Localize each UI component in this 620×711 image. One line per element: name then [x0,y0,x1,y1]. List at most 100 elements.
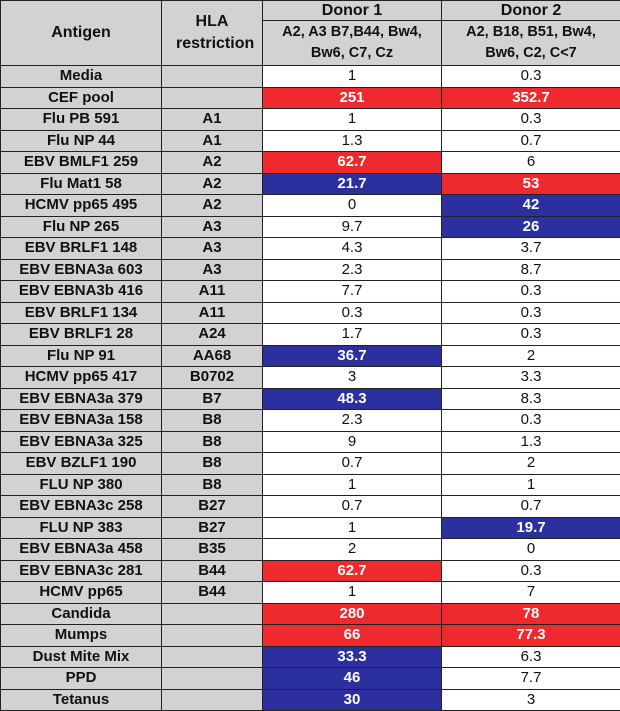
donor1-value-cell: 280 [263,603,442,625]
donor2-value-cell: 8.3 [442,388,620,410]
header-hla-restriction: HLA restriction [162,1,263,66]
donor1-value-cell: 36.7 [263,345,442,367]
hla-cell: A3 [162,216,263,238]
donor2-value-cell: 2 [442,453,620,475]
donor1-value-cell: 1.3 [263,130,442,152]
donor2-value-cell: 0.3 [442,109,620,131]
donor1-value-cell: 251 [263,87,442,109]
hla-cell: AA68 [162,345,263,367]
donor2-value-cell: 0.3 [442,281,620,303]
donor2-value-cell: 19.7 [442,517,620,539]
table-header: Antigen HLA restriction Donor 1 Donor 2 … [1,1,620,66]
antigen-cell: Media [1,66,162,88]
hla-cell: B8 [162,474,263,496]
antigen-cell: Mumps [1,625,162,647]
donor1-value-cell: 0.7 [263,453,442,475]
donor2-value-cell: 3.7 [442,238,620,260]
donor2-value-cell: 0.3 [442,410,620,432]
antigen-cell: Tetanus [1,689,162,711]
hla-cell: B0702 [162,367,263,389]
antigen-cell: FLU NP 383 [1,517,162,539]
donor1-value-cell: 33.3 [263,646,442,668]
hla-cell [162,668,263,690]
hla-cell [162,646,263,668]
antigen-cell: Flu PB 591 [1,109,162,131]
antigen-cell: EBV EBNA3c 258 [1,496,162,518]
donor2-value-cell: 8.7 [442,259,620,281]
antigen-cell: EBV EBNA3a 379 [1,388,162,410]
header-donor1-hla: A2, A3 B7,B44, Bw4, Bw6, C7, Cz [263,21,442,66]
hla-cell: A1 [162,130,263,152]
hla-cell: A11 [162,281,263,303]
donor1-value-cell: 1 [263,66,442,88]
hla-cell: A3 [162,259,263,281]
hla-cell: B7 [162,388,263,410]
donor1-value-cell: 66 [263,625,442,647]
donor2-value-cell: 0.7 [442,130,620,152]
hla-cell [162,66,263,88]
donor1-value-cell: 7.7 [263,281,442,303]
donor1-value-cell: 1 [263,109,442,131]
donor2-value-cell: 42 [442,195,620,217]
hla-cell [162,689,263,711]
hla-cell: A3 [162,238,263,260]
donor2-value-cell: 53 [442,173,620,195]
hla-cell: B27 [162,496,263,518]
hla-cell: A2 [162,152,263,174]
antigen-cell: EBV BRLF1 134 [1,302,162,324]
hla-cell: A11 [162,302,263,324]
antigen-cell: EBV EBNA3a 158 [1,410,162,432]
donor1-value-cell: 3 [263,367,442,389]
antigen-cell: Candida [1,603,162,625]
donor1-value-cell: 1.7 [263,324,442,346]
donor2-value-cell: 26 [442,216,620,238]
donor1-value-cell: 30 [263,689,442,711]
antigen-cell: EBV EBNA3a 325 [1,431,162,453]
antigen-cell: Flu Mat1 58 [1,173,162,195]
hla-cell: A1 [162,109,263,131]
donor2-value-cell: 0.3 [442,324,620,346]
donor1-value-cell: 9.7 [263,216,442,238]
hla-cell: B27 [162,517,263,539]
antigen-cell: HCMV pp65 417 [1,367,162,389]
donor1-value-cell: 1 [263,517,442,539]
donor2-value-cell: 2 [442,345,620,367]
donor2-value-cell: 1 [442,474,620,496]
donor2-value-cell: 3 [442,689,620,711]
donor1-value-cell: 1 [263,474,442,496]
header-donor2-hla: A2, B18, B51, Bw4, Bw6, C2, C<7 [442,21,620,66]
donor1-value-cell: 0.7 [263,496,442,518]
hla-cell: B44 [162,582,263,604]
antigen-cell: EBV BZLF1 190 [1,453,162,475]
donor1-value-cell: 21.7 [263,173,442,195]
donor1-value-cell: 9 [263,431,442,453]
header-antigen: Antigen [1,1,162,66]
donor2-value-cell: 78 [442,603,620,625]
antigen-cell: EBV EBNA3c 281 [1,560,162,582]
donor2-value-cell: 7 [442,582,620,604]
donor1-value-cell: 2 [263,539,442,561]
donor1-value-cell: 2.3 [263,259,442,281]
hla-cell [162,625,263,647]
antigen-cell: HCMV pp65 495 [1,195,162,217]
antigen-cell: Flu NP 91 [1,345,162,367]
antigen-cell: EBV BRLF1 148 [1,238,162,260]
